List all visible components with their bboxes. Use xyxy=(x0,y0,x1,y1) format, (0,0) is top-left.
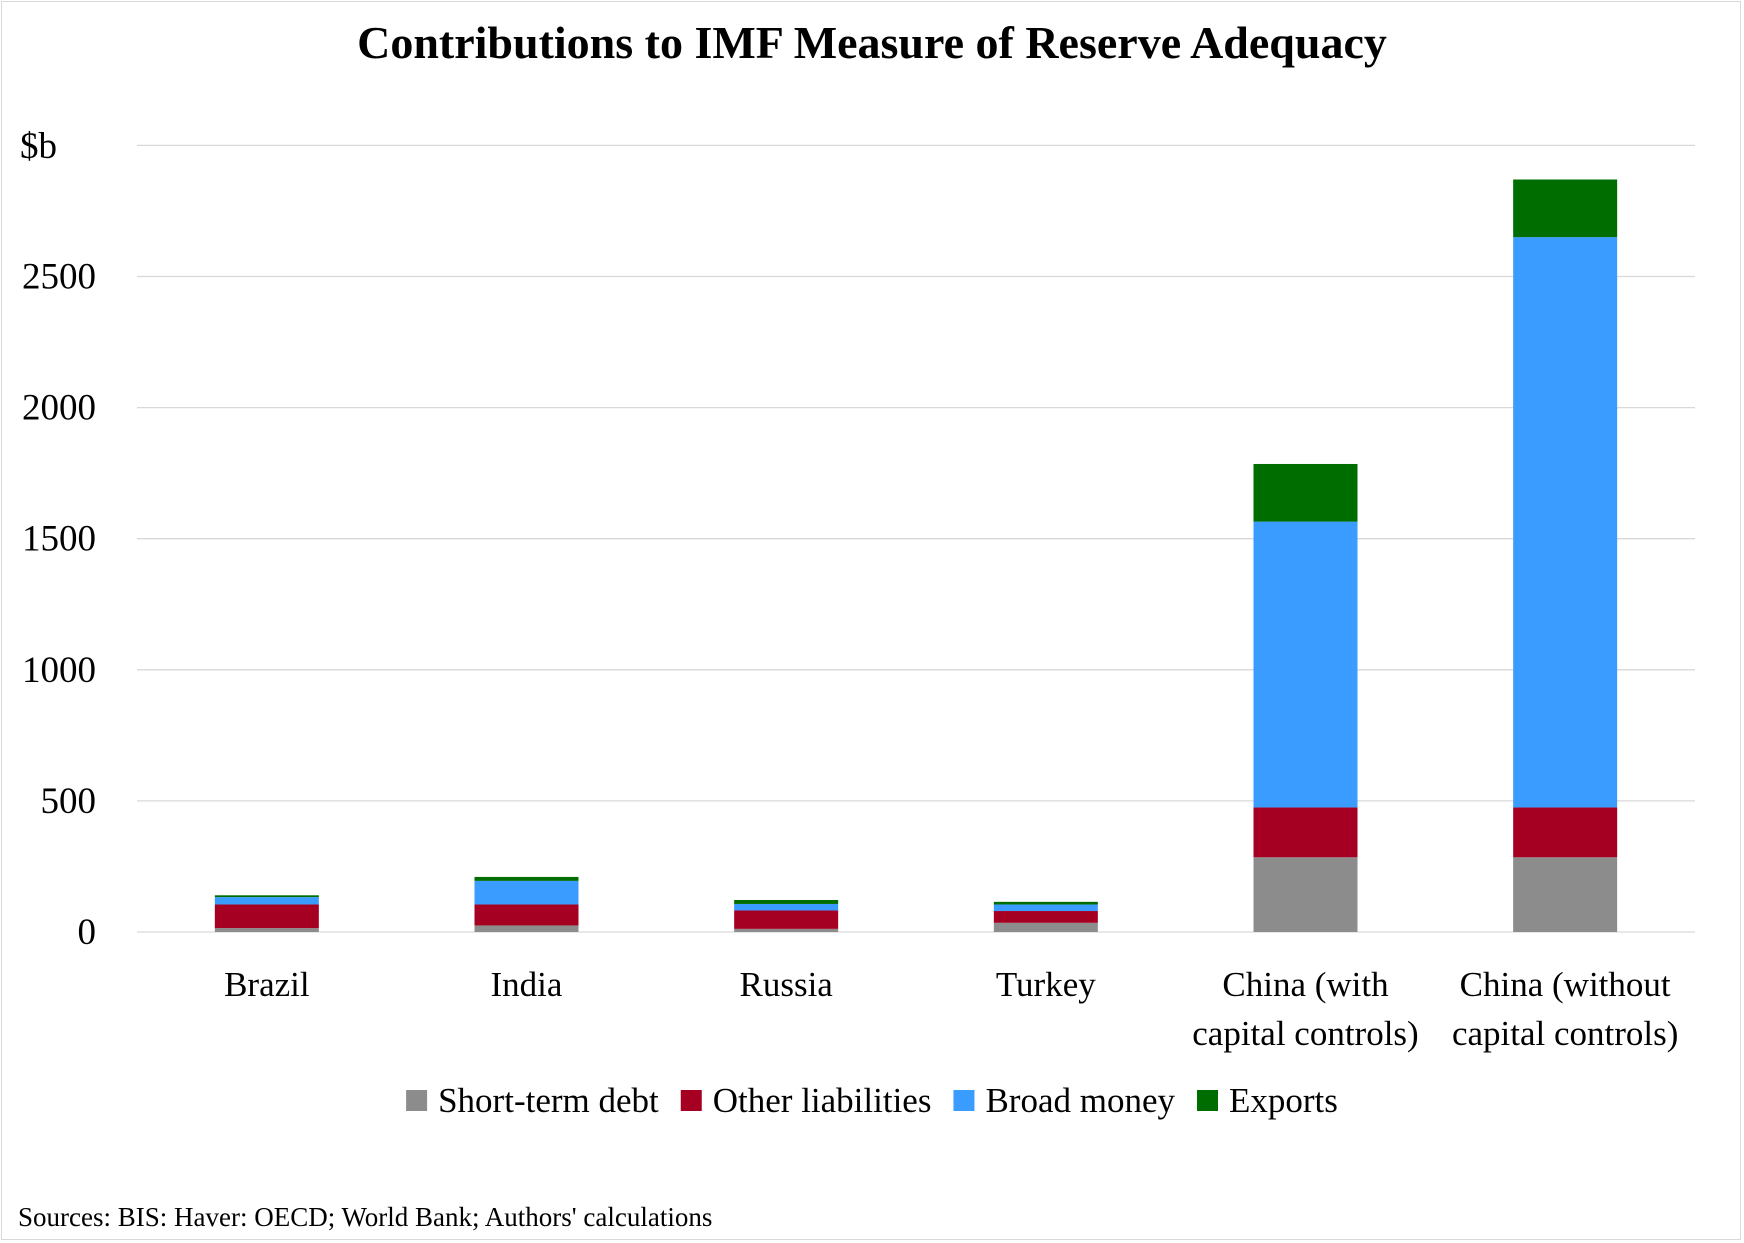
bar-segment xyxy=(1513,807,1618,858)
y-tick-label: 2000 xyxy=(22,388,96,429)
bar-segment xyxy=(214,895,319,898)
bar-segment xyxy=(214,897,319,905)
gridlines xyxy=(137,144,1695,933)
bars xyxy=(214,179,1618,932)
bar-segment xyxy=(734,928,839,932)
legend-entry: Other liabilities xyxy=(713,1081,932,1120)
chart-title: Contributions to IMF Measure of Reserve … xyxy=(357,17,1387,68)
category-label: China (with xyxy=(1222,965,1389,1004)
bar-segment xyxy=(1253,463,1358,522)
bar-segment xyxy=(214,928,319,932)
bar-segment xyxy=(474,880,579,905)
x-axis-categories: Brazil India Russia Turkey China (with capita… xyxy=(224,965,1678,1053)
bar-segment xyxy=(734,900,839,904)
y-tick-label: 1000 xyxy=(22,650,96,691)
legend-swatch xyxy=(680,1090,702,1111)
bar-segment xyxy=(1513,857,1618,932)
category-label: Russia xyxy=(739,965,833,1004)
bar-segment xyxy=(474,876,579,881)
legend: Short-term debt Other liabilities Broad mo… xyxy=(406,1081,1338,1120)
bar-segment xyxy=(1513,179,1618,238)
category-label: India xyxy=(491,965,563,1004)
source-note: Sources: BIS: Haver: OECD; World Bank; A… xyxy=(18,1202,712,1232)
bar-segment xyxy=(993,904,1098,912)
legend-entry: Exports xyxy=(1229,1081,1338,1120)
y-tick-label: 2500 xyxy=(22,257,96,298)
bar-segment xyxy=(474,904,579,926)
category-label: China (without xyxy=(1460,965,1671,1004)
y-axis-ticks: 0 500 1000 1500 2000 2500 xyxy=(22,257,96,954)
bar-segment xyxy=(1253,857,1358,932)
legend-swatch xyxy=(1197,1090,1219,1111)
y-tick-label: 500 xyxy=(41,781,97,822)
y-tick-label: 0 xyxy=(78,912,97,953)
category-label: Brazil xyxy=(224,965,310,1004)
bar-segment xyxy=(1253,807,1358,858)
category-label: capital controls) xyxy=(1192,1014,1418,1053)
legend-entry: Short-term debt xyxy=(438,1081,659,1120)
bar-segment xyxy=(1513,237,1618,808)
category-label: capital controls) xyxy=(1452,1014,1678,1053)
bar-segment xyxy=(1253,521,1358,808)
legend-swatch xyxy=(953,1090,975,1111)
bar-segment xyxy=(734,903,839,911)
legend-entry: Broad money xyxy=(985,1081,1175,1120)
y-axis-label: $b xyxy=(20,126,57,167)
legend-swatch xyxy=(406,1090,428,1111)
bar-segment xyxy=(474,925,579,932)
y-tick-label: 1500 xyxy=(22,519,96,560)
bar-segment xyxy=(993,922,1098,932)
category-label: Turkey xyxy=(996,965,1096,1004)
bar-segment xyxy=(993,911,1098,923)
bar-segment xyxy=(734,910,839,929)
bar-segment xyxy=(993,901,1098,905)
bar-segment xyxy=(214,904,319,929)
